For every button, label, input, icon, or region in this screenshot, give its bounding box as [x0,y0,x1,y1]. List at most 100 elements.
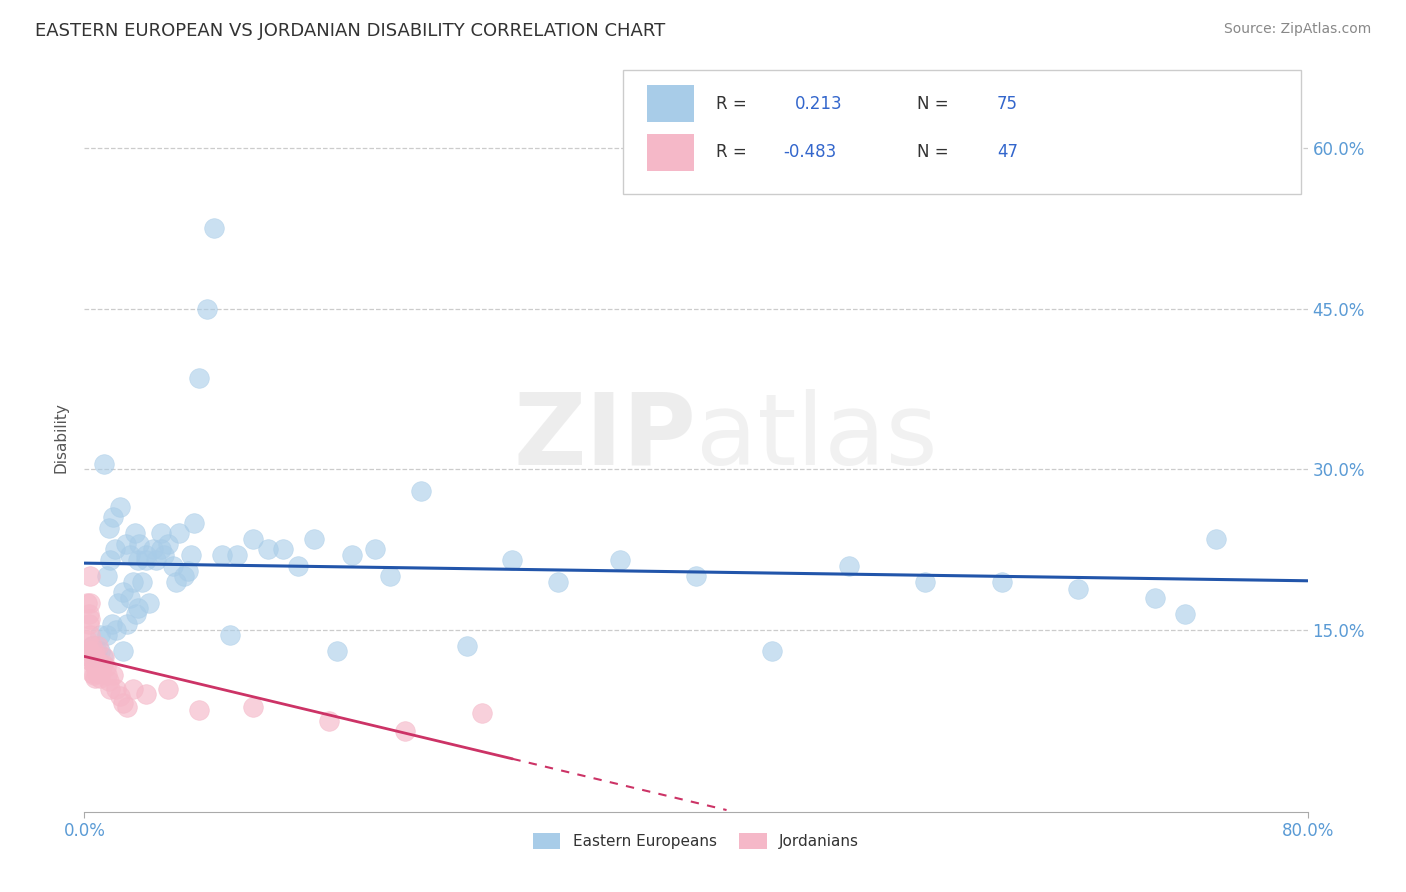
Point [287,558,309,573]
Point [1143,591,1166,605]
Point [202,221,225,235]
Point [103,667,125,681]
Point [79,569,101,583]
Point [83,667,105,681]
Point [122,681,145,696]
Point [153,548,176,562]
Point [1205,532,1227,546]
Point [79,596,101,610]
Point [226,548,249,562]
FancyBboxPatch shape [647,134,693,171]
Point [90,664,112,678]
Point [87,639,110,653]
Point [271,542,294,557]
FancyBboxPatch shape [623,70,1302,194]
Point [96,667,118,681]
Point [96,628,118,642]
Point [471,706,494,721]
Point [80,639,103,653]
Point [101,617,124,632]
Point [114,537,136,551]
Point [79,628,101,642]
Point [108,500,131,514]
Point [91,657,114,671]
Point [93,649,115,664]
Text: R =: R = [716,95,752,112]
Point [125,607,148,621]
Point [94,660,117,674]
Point [111,644,134,658]
Point [149,526,172,541]
Point [456,639,478,653]
Point [609,553,631,567]
Point [86,655,108,669]
Point [131,574,153,589]
Point [111,696,134,710]
FancyBboxPatch shape [647,85,693,122]
Point [547,574,569,589]
Point [120,591,142,605]
Point [86,665,108,680]
Point [103,510,125,524]
Point [108,689,131,703]
Point [177,564,200,578]
Point [218,628,240,642]
Point [115,699,138,714]
Point [165,574,187,589]
Point [325,644,347,658]
Point [98,553,121,567]
Point [83,644,105,658]
Text: R =: R = [716,144,752,161]
Point [1067,582,1090,596]
Point [124,526,146,541]
Point [105,623,128,637]
Point [87,655,110,669]
Point [115,617,138,632]
Point [394,724,416,739]
Point [83,657,105,671]
Point [107,596,129,610]
Point [302,532,325,546]
Point [180,548,202,562]
Point [145,553,167,567]
Point [157,681,180,696]
Point [93,457,115,471]
Point [89,644,111,658]
Point [77,644,100,658]
Point [1174,607,1197,621]
Point [127,601,149,615]
Point [211,548,233,562]
Point [77,617,100,632]
Point [97,521,120,535]
Point [84,660,107,674]
Point [162,558,184,573]
Point [135,687,157,701]
Point [380,569,402,583]
Point [76,633,98,648]
Point [76,596,98,610]
Text: atlas: atlas [696,389,938,485]
Point [111,585,134,599]
Point [79,644,101,658]
Point [127,553,149,567]
Point [188,371,211,385]
Point [167,526,190,541]
Point [98,681,121,696]
Point [340,548,363,562]
Point [409,483,432,498]
Point [86,644,108,658]
Point [183,516,205,530]
Point [84,671,107,685]
Point [991,574,1014,589]
Point [97,674,120,689]
Point [122,574,145,589]
Point [80,639,103,653]
Point [89,628,111,642]
Point [135,553,157,567]
Point [195,301,218,316]
Text: 0.213: 0.213 [794,95,842,112]
Point [128,537,150,551]
Point [89,665,111,680]
Text: Source: ZipAtlas.com: Source: ZipAtlas.com [1223,22,1371,37]
Point [838,558,860,573]
